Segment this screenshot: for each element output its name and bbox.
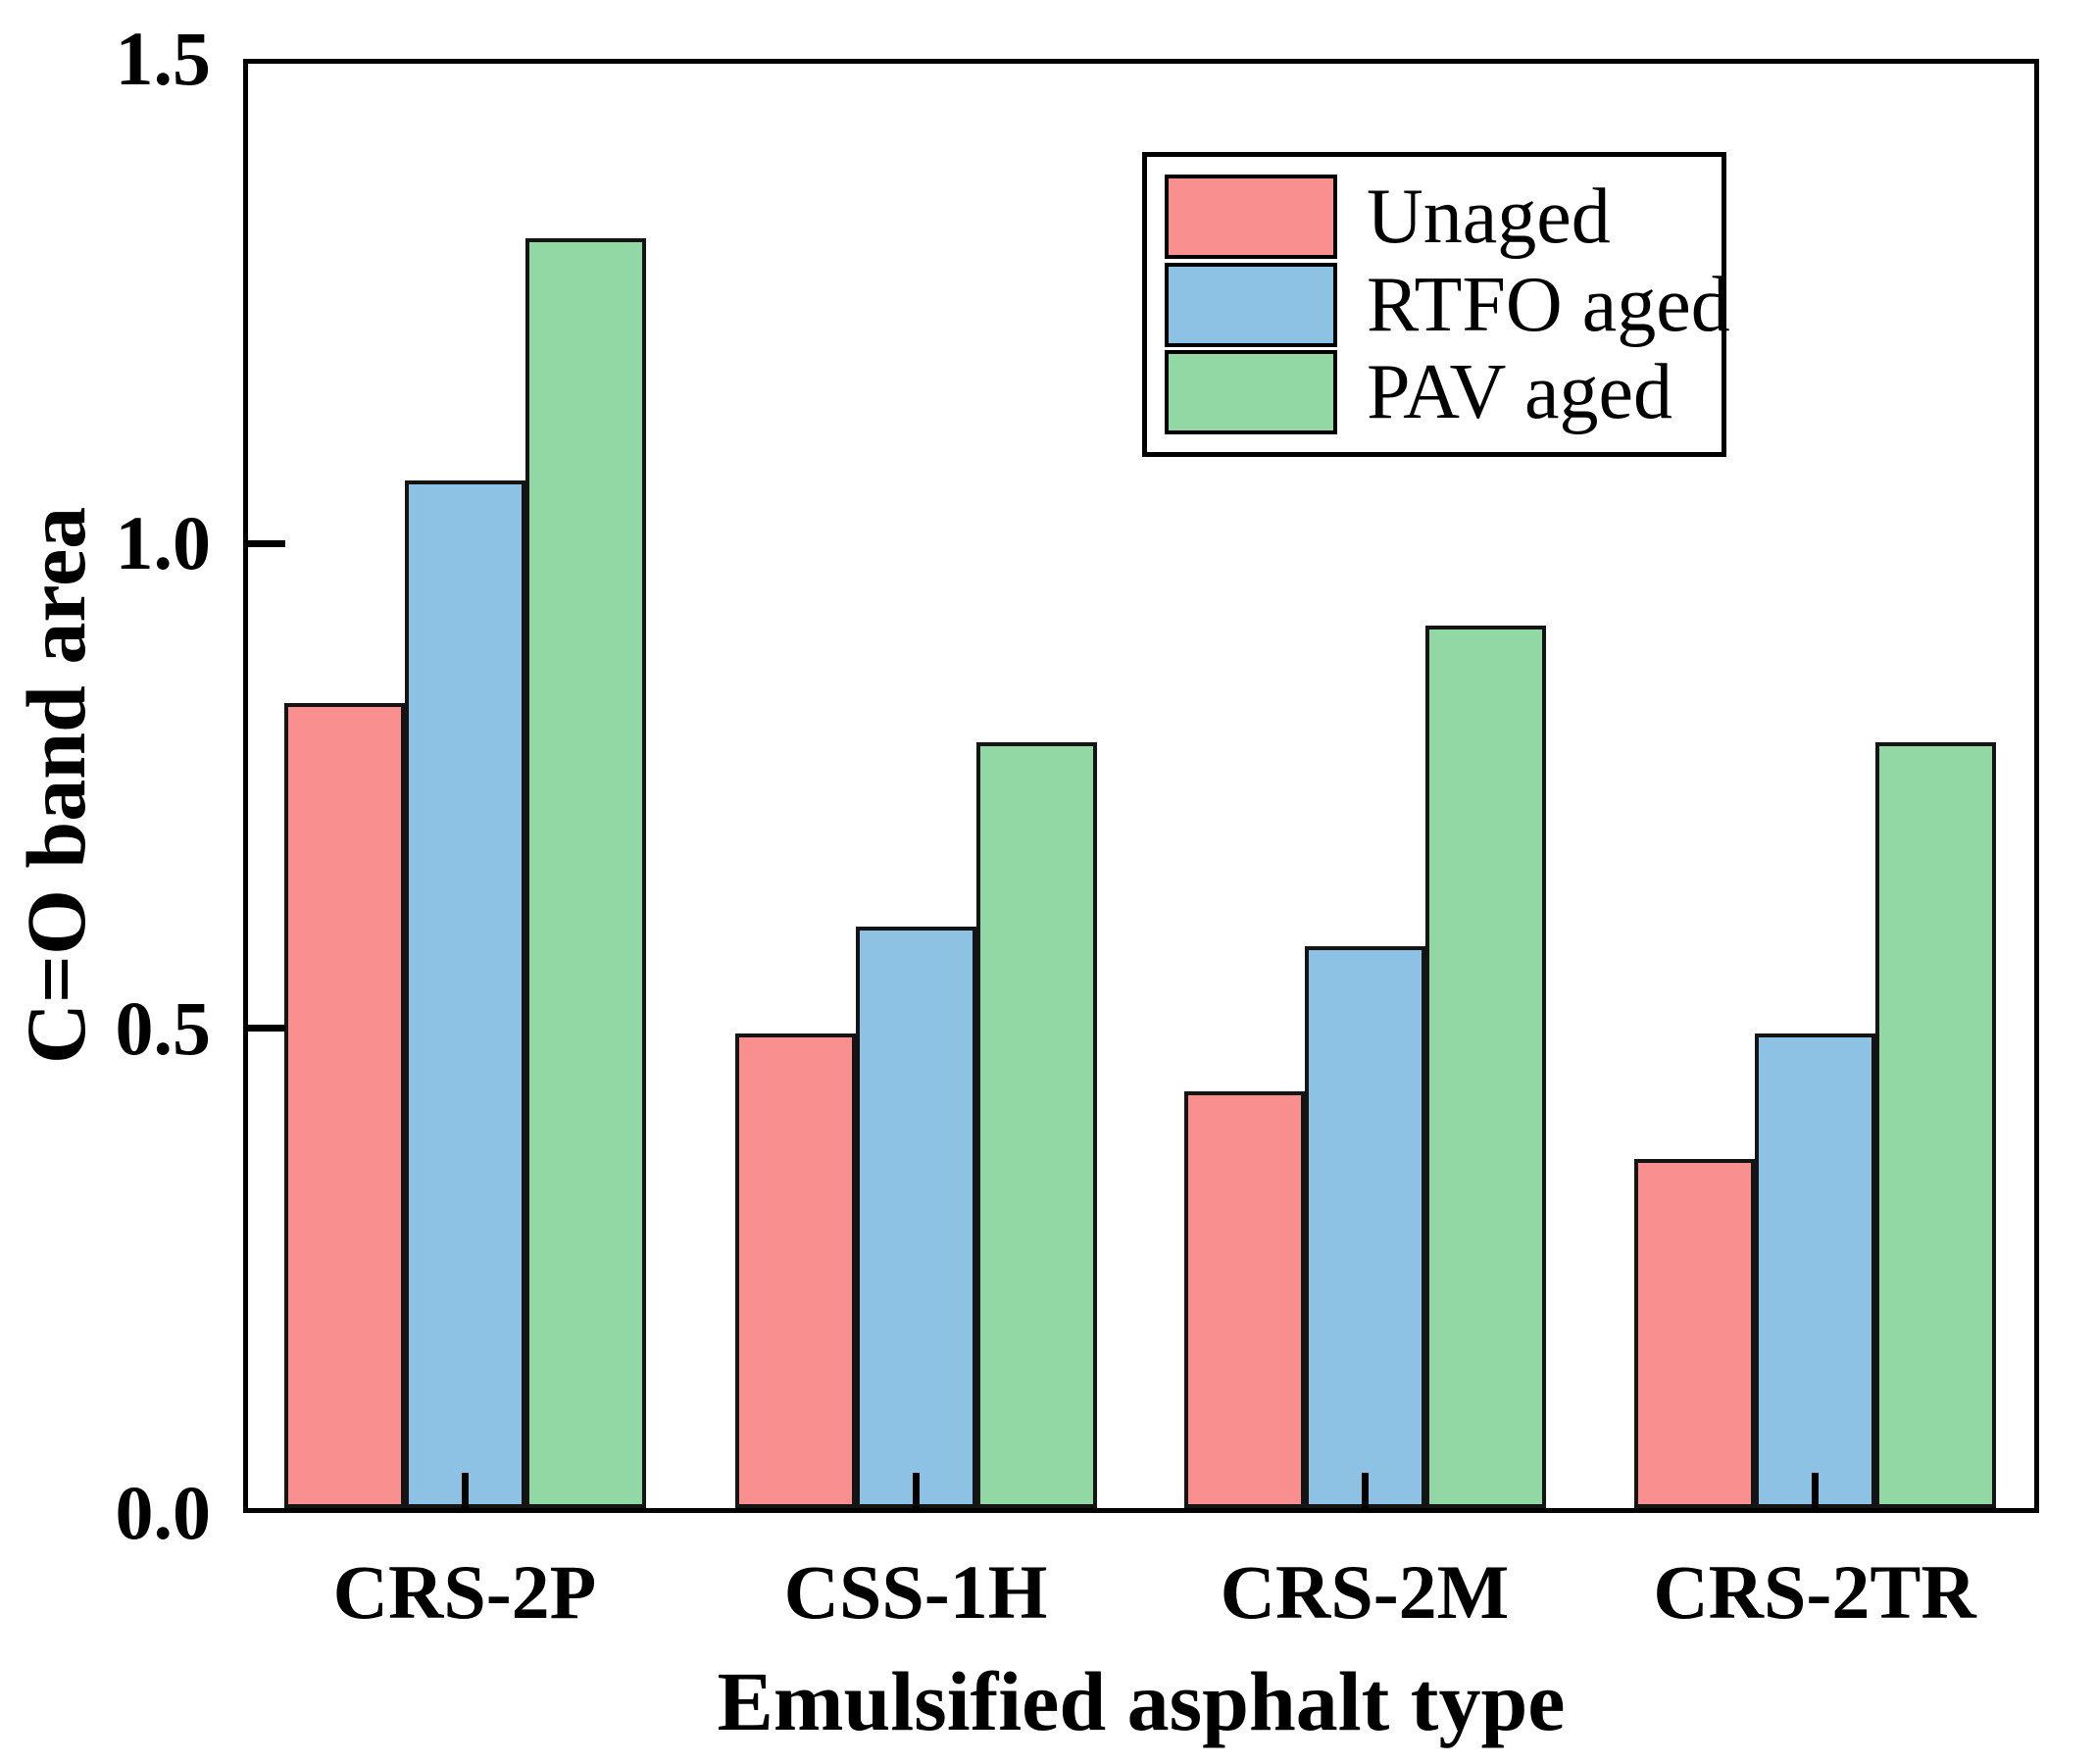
bar-crs-2m-pav-aged xyxy=(1425,626,1546,1508)
x-axis-title: Emulsified asphalt type xyxy=(717,1654,1566,1748)
bar-crs-2p-unaged xyxy=(284,703,405,1508)
legend-label-unaged: Unaged xyxy=(1367,173,1611,260)
bar-crs-2p-rtfo-aged xyxy=(405,480,525,1508)
y-tick-mark-1.0 xyxy=(248,540,285,547)
y-tick-mark-0.5 xyxy=(248,1025,285,1032)
x-tick-mark-crs-2tr xyxy=(1812,1473,1819,1508)
y-tick-label-0.5: 0.5 xyxy=(115,985,212,1071)
bar-crs-2tr-pav-aged xyxy=(1875,742,1996,1508)
legend-item-unaged: Unaged xyxy=(1165,173,1704,261)
bar-crs-2p-pav-aged xyxy=(525,238,646,1508)
plot-area xyxy=(243,59,2039,1513)
x-tick-label-crs-2p: CRS-2P xyxy=(332,1549,597,1635)
x-tick-mark-crs-2m xyxy=(1362,1473,1369,1508)
legend-swatch-pav-aged xyxy=(1165,350,1337,435)
x-tick-label-crs-2m: CRS-2M xyxy=(1220,1549,1510,1635)
legend-swatch-unaged xyxy=(1165,174,1337,259)
bar-crs-2tr-rtfo-aged xyxy=(1755,1033,1875,1508)
bar-css-1h-pav-aged xyxy=(976,742,1097,1508)
legend: Unaged RTFO aged PAV aged xyxy=(1142,152,1730,457)
legend-item-pav-aged: PAV aged xyxy=(1165,348,1704,436)
y-axis-title: C=O band area xyxy=(9,506,103,1065)
x-tick-label-css-1h: CSS-1H xyxy=(783,1549,1048,1635)
bar-crs-2m-unaged xyxy=(1184,1091,1305,1508)
x-tick-mark-crs-2p xyxy=(462,1473,469,1508)
legend-item-rtfo-aged: RTFO aged xyxy=(1165,261,1730,349)
x-tick-label-crs-2tr: CRS-2TR xyxy=(1653,1549,1976,1635)
bar-css-1h-rtfo-aged xyxy=(856,927,976,1508)
legend-swatch-rtfo-aged xyxy=(1165,262,1337,347)
bar-crs-2m-rtfo-aged xyxy=(1305,946,1425,1508)
bar-crs-2tr-unaged xyxy=(1634,1159,1755,1508)
x-tick-mark-css-1h xyxy=(913,1473,920,1508)
y-tick-label-1.0: 1.0 xyxy=(115,500,212,585)
bar-css-1h-unaged xyxy=(735,1033,856,1508)
legend-label-rtfo-aged: RTFO aged xyxy=(1367,261,1730,348)
y-tick-label-0.0: 0.0 xyxy=(115,1470,212,1555)
legend-label-pav-aged: PAV aged xyxy=(1367,349,1672,436)
y-tick-label-1.5: 1.5 xyxy=(115,16,212,101)
